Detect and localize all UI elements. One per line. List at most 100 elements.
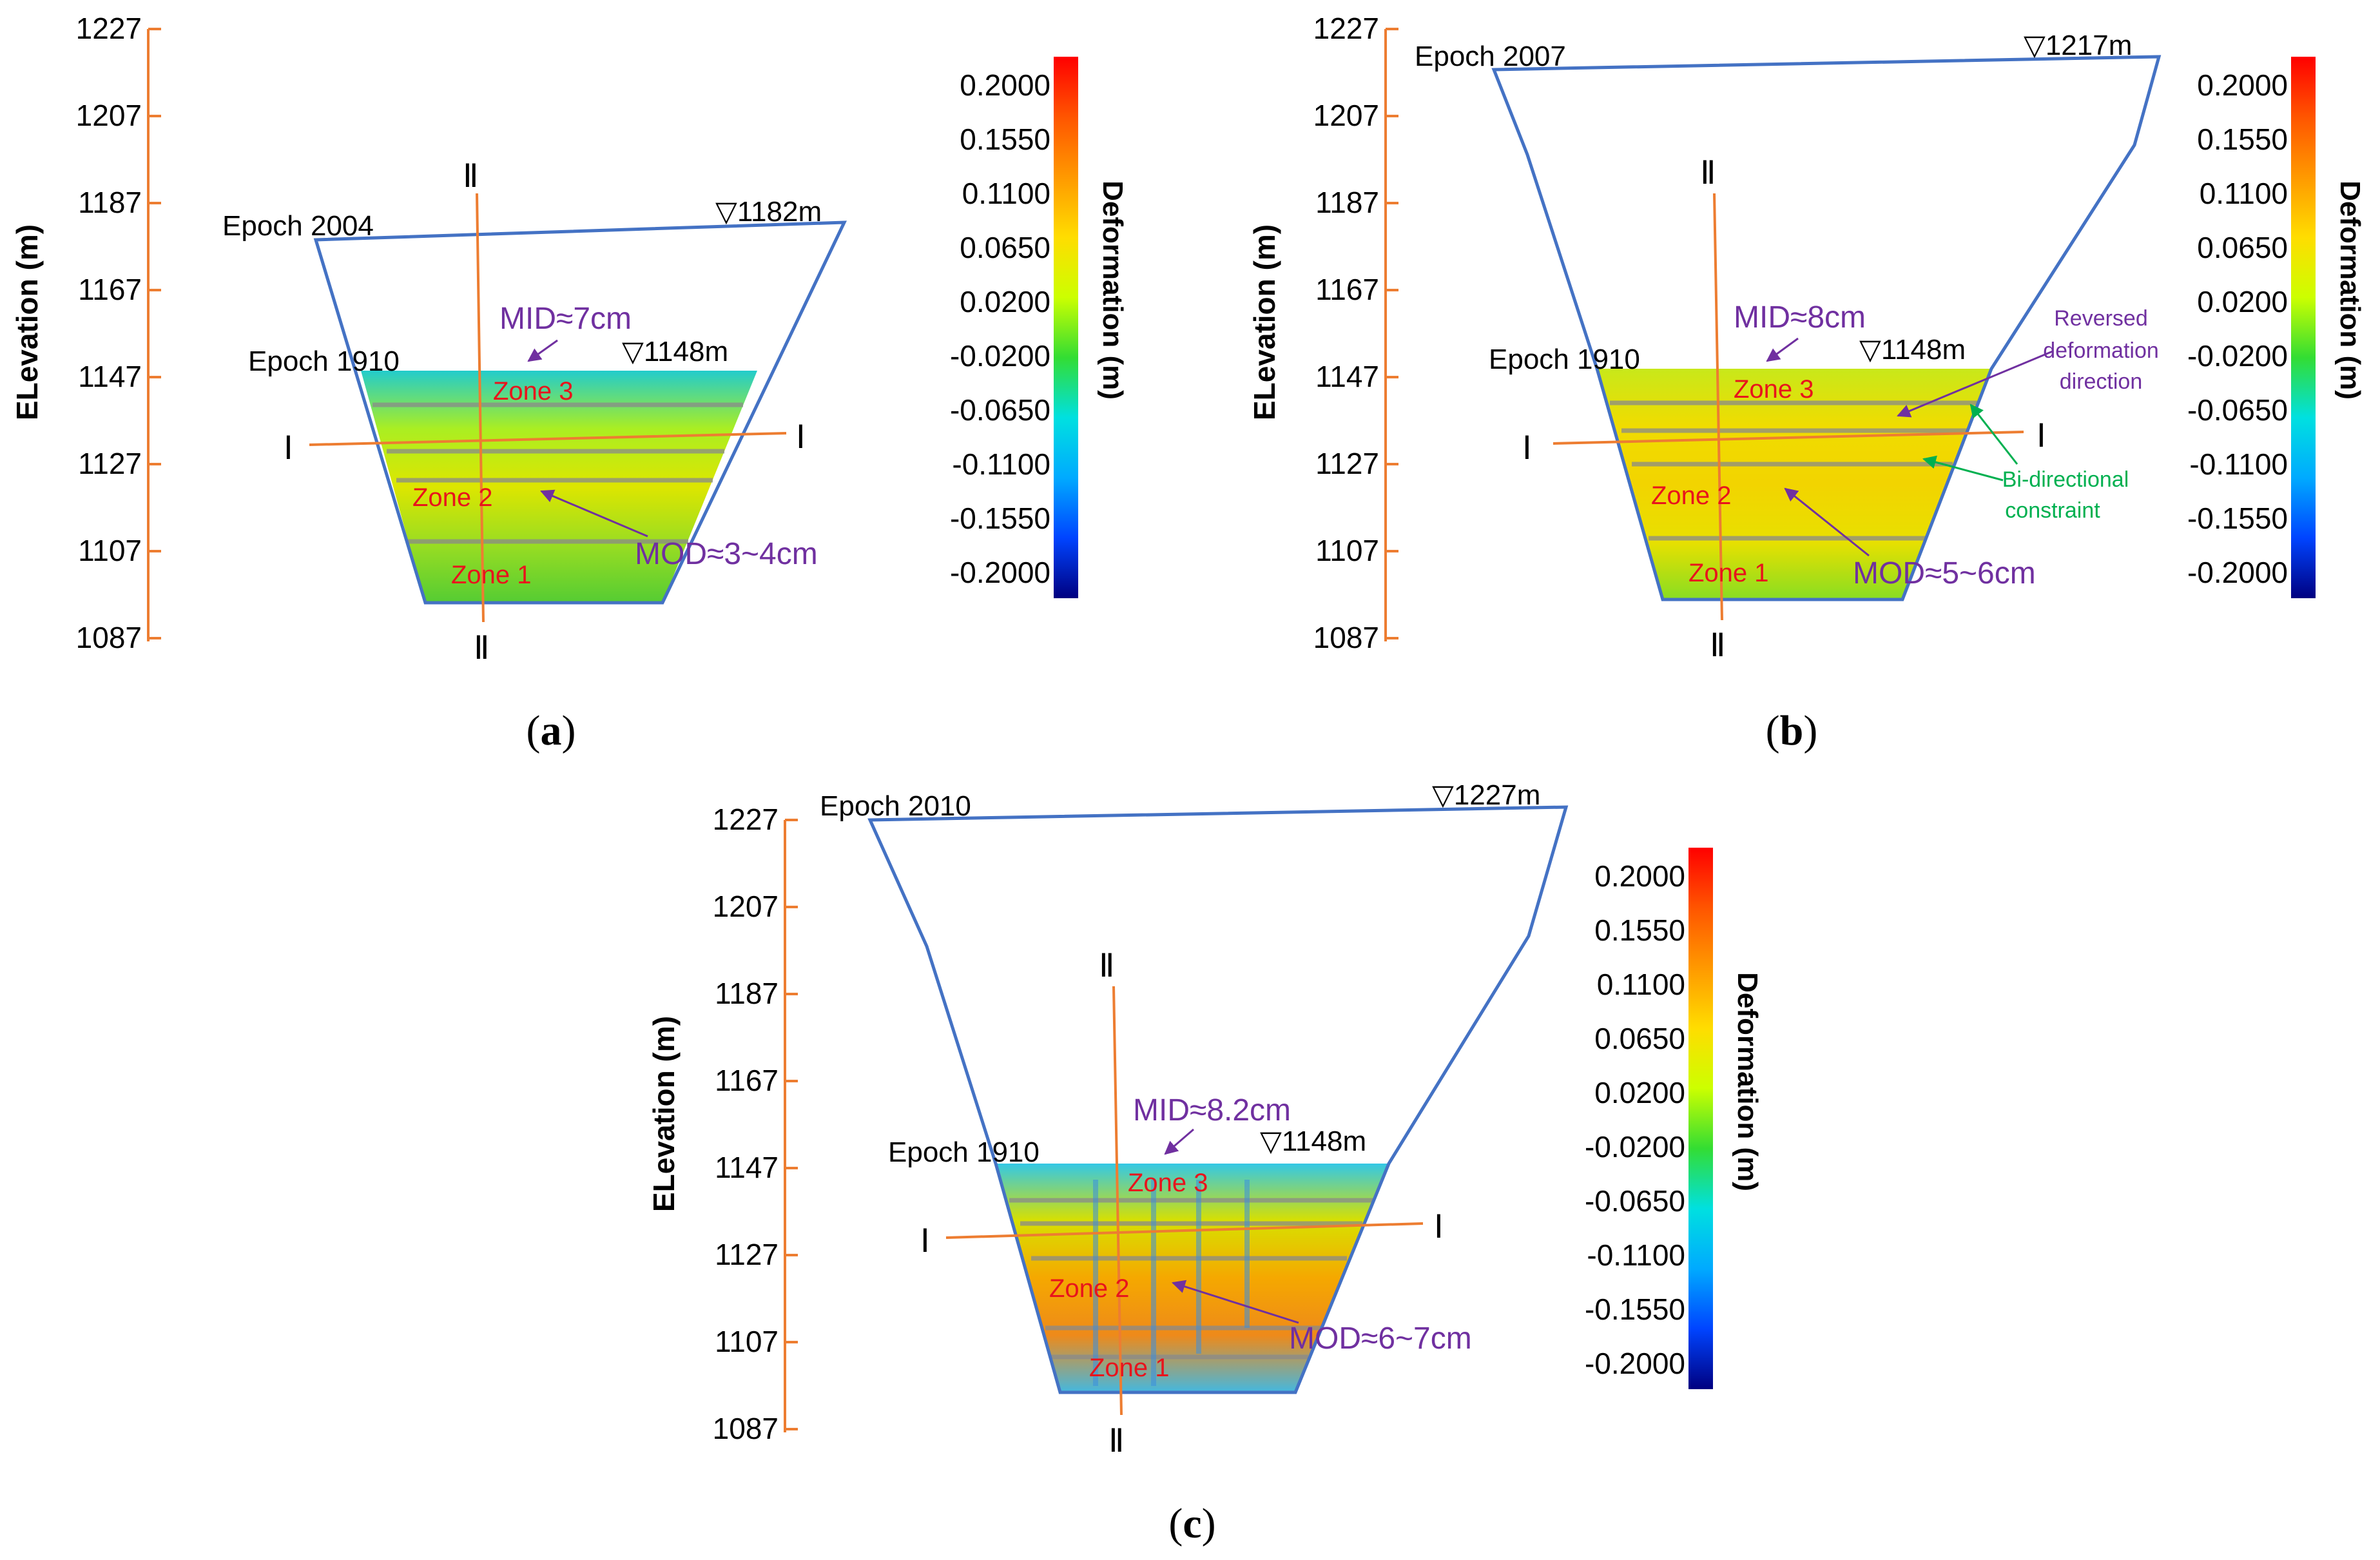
zone-1-label: Zone 1: [1688, 559, 1769, 587]
elevation-tick: 1167: [1315, 273, 1379, 306]
colorbar-tick: -0.1550: [950, 502, 1050, 535]
colorbar-tick: -0.0200: [950, 339, 1050, 373]
elevation-tick: 1207: [713, 890, 779, 923]
colorbar-title: Deformation (m): [1732, 972, 1763, 1191]
bidirectional-arrow-lower: [1922, 455, 2004, 482]
mod-label: MOD≈6~7cm: [1289, 1321, 1472, 1356]
top-level-label: ▽1227m: [1432, 779, 1540, 811]
zone-3-label: Zone 3: [493, 377, 574, 405]
colorbar-tick: -0.1100: [1587, 1238, 1685, 1272]
mid-arrow: [1766, 337, 1799, 362]
base-level-label: ▽1148m: [622, 336, 728, 367]
colorbar-tick: -0.1100: [2189, 447, 2288, 481]
zone-3-label: Zone 3: [1734, 375, 1814, 404]
epoch-top-label: Epoch 2010: [820, 790, 971, 822]
elevation-tick: 1087: [713, 1412, 779, 1445]
elevation-tick: 1087: [1313, 621, 1379, 654]
elevation-tick: 1087: [76, 621, 142, 654]
base-level-label: ▽1148m: [1859, 334, 1966, 366]
mid-arrow: [1164, 1128, 1194, 1155]
colorbar-tick: 0.1550: [2197, 122, 2288, 156]
caption-a: (a): [527, 707, 576, 754]
elevation-tick: 1187: [1315, 186, 1379, 219]
reversed-label-line2: deformation: [2043, 338, 2159, 363]
mod-label: MOD≈3~4cm: [635, 537, 818, 571]
section-label-I-right: Ⅰ: [1434, 1209, 1444, 1245]
dam-outline-2007: [1491, 55, 2162, 601]
colorbar-tick: -0.2000: [1585, 1347, 1685, 1380]
section-line-I: [945, 1222, 1424, 1239]
section-line-II: [476, 193, 485, 623]
deformation-stripes: [1093, 1180, 1250, 1386]
mod-arrow: [540, 489, 648, 538]
section-label-I-left: Ⅰ: [1522, 430, 1532, 466]
elevation-tick: 1187: [715, 977, 779, 1010]
mod-arrow: [1784, 487, 1870, 557]
elevation-tick: 1167: [78, 273, 142, 306]
elevation-tick: 1127: [715, 1238, 779, 1271]
base-level-label: ▽1148m: [1260, 1126, 1366, 1157]
section-label-I-left: Ⅰ: [284, 430, 293, 466]
colorbar-title: Deformation (m): [1097, 180, 1128, 400]
mid-label: MID≈7cm: [499, 302, 632, 336]
colorbar-tick: 0.0200: [960, 285, 1050, 318]
elevation-tick: 1207: [76, 99, 142, 132]
elevation-tick: 1147: [715, 1151, 779, 1184]
colorbar-tick: -0.2000: [2187, 556, 2288, 589]
top-level-label: ▽1182m: [715, 196, 822, 228]
elevation-axis: 1227 1207 1187 1167 1147 1127 1107 1087 …: [10, 12, 161, 654]
bidirectional-arrow-upper: [1969, 404, 2018, 465]
colorbar-tick: 0.1100: [962, 177, 1050, 210]
colorbar-tick: 0.0200: [1594, 1076, 1685, 1109]
top-level-label: ▽1217m: [2024, 30, 2132, 61]
deformation-bands: [1610, 400, 1977, 541]
elevation-tick: 1227: [1313, 12, 1379, 45]
deformation-bands: [372, 402, 743, 544]
colorbar-tick: -0.1550: [2187, 502, 2288, 535]
colorbar: 0.2000 0.1550 0.1100 0.0650 0.0200 -0.02…: [950, 57, 1128, 598]
section-label-II-top: Ⅱ: [463, 158, 479, 194]
colorbar-tick: 0.1100: [1597, 968, 1685, 1001]
colorbar-tick: 0.0650: [2197, 231, 2288, 264]
elevation-tick: 1147: [1315, 360, 1379, 393]
section-label-II-bottom: Ⅱ: [1108, 1423, 1125, 1459]
epoch-top-label: Epoch 2004: [222, 210, 374, 242]
section-label-II-bottom: Ⅱ: [1710, 627, 1726, 663]
deformation-map: [361, 371, 757, 603]
section-label-II-top: Ⅱ: [1700, 155, 1716, 191]
elevation-tick: 1167: [715, 1064, 779, 1097]
colorbar-tick: 0.1550: [960, 122, 1050, 156]
caption-c: (c): [1168, 1500, 1215, 1547]
elevation-axis-title: ELevation (m): [1248, 224, 1281, 420]
colorbar: 0.2000 0.1550 0.1100 0.0650 0.0200 -0.02…: [2187, 57, 2366, 598]
section-label-I-right: Ⅰ: [796, 419, 806, 455]
colorbar-tick: -0.0650: [2187, 393, 2288, 427]
zone-1-label: Zone 1: [451, 561, 532, 589]
section-label-I-right: Ⅰ: [2037, 418, 2046, 454]
section-label-I-left: Ⅰ: [920, 1223, 930, 1259]
elevation-tick: 1147: [78, 360, 142, 393]
elevation-tick: 1207: [1313, 99, 1379, 132]
colorbar-tick: 0.2000: [960, 68, 1050, 102]
reversed-label-line1: Reversed: [2054, 306, 2148, 331]
mod-label: MOD≈5~6cm: [1853, 556, 2036, 590]
dam-outline-2010: [867, 805, 1569, 1394]
colorbar-tick: 0.2000: [2197, 68, 2288, 102]
zone-3-label: Zone 3: [1128, 1169, 1208, 1197]
section-label-II-top: Ⅱ: [1099, 948, 1115, 984]
colorbar-tick: -0.1550: [1585, 1292, 1685, 1326]
colorbar-tick: -0.0200: [1585, 1130, 1685, 1164]
elevation-tick: 1227: [76, 12, 142, 45]
reversed-label-line3: direction: [2060, 369, 2143, 394]
colorbar-tick: 0.0650: [960, 231, 1050, 264]
reversed-arrow: [1897, 350, 2053, 418]
colorbar-tick: 0.2000: [1594, 859, 1685, 893]
zone-2-label: Zone 2: [1651, 482, 1732, 510]
deformation-map: [1597, 369, 1991, 600]
elevation-tick: 1127: [78, 447, 142, 480]
colorbar-tick: -0.0650: [1585, 1184, 1685, 1218]
colorbar-title: Deformation (m): [2334, 180, 2366, 400]
panel-b: 1227 1207 1187 1167 1147 1127 1107 1087 …: [1248, 12, 2366, 754]
dam-outline-2004: [313, 220, 847, 605]
elevation-tick: 1187: [78, 186, 142, 219]
